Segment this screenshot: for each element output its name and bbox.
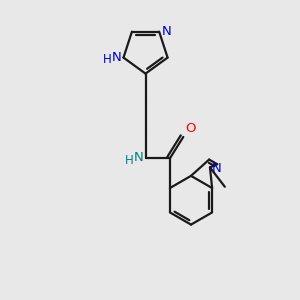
- Text: N: N: [134, 151, 143, 164]
- Text: H: H: [103, 52, 112, 66]
- Text: N: N: [212, 161, 221, 175]
- Text: O: O: [185, 122, 196, 135]
- Text: H: H: [125, 154, 134, 167]
- Text: N: N: [161, 25, 171, 38]
- Text: N: N: [112, 50, 122, 64]
